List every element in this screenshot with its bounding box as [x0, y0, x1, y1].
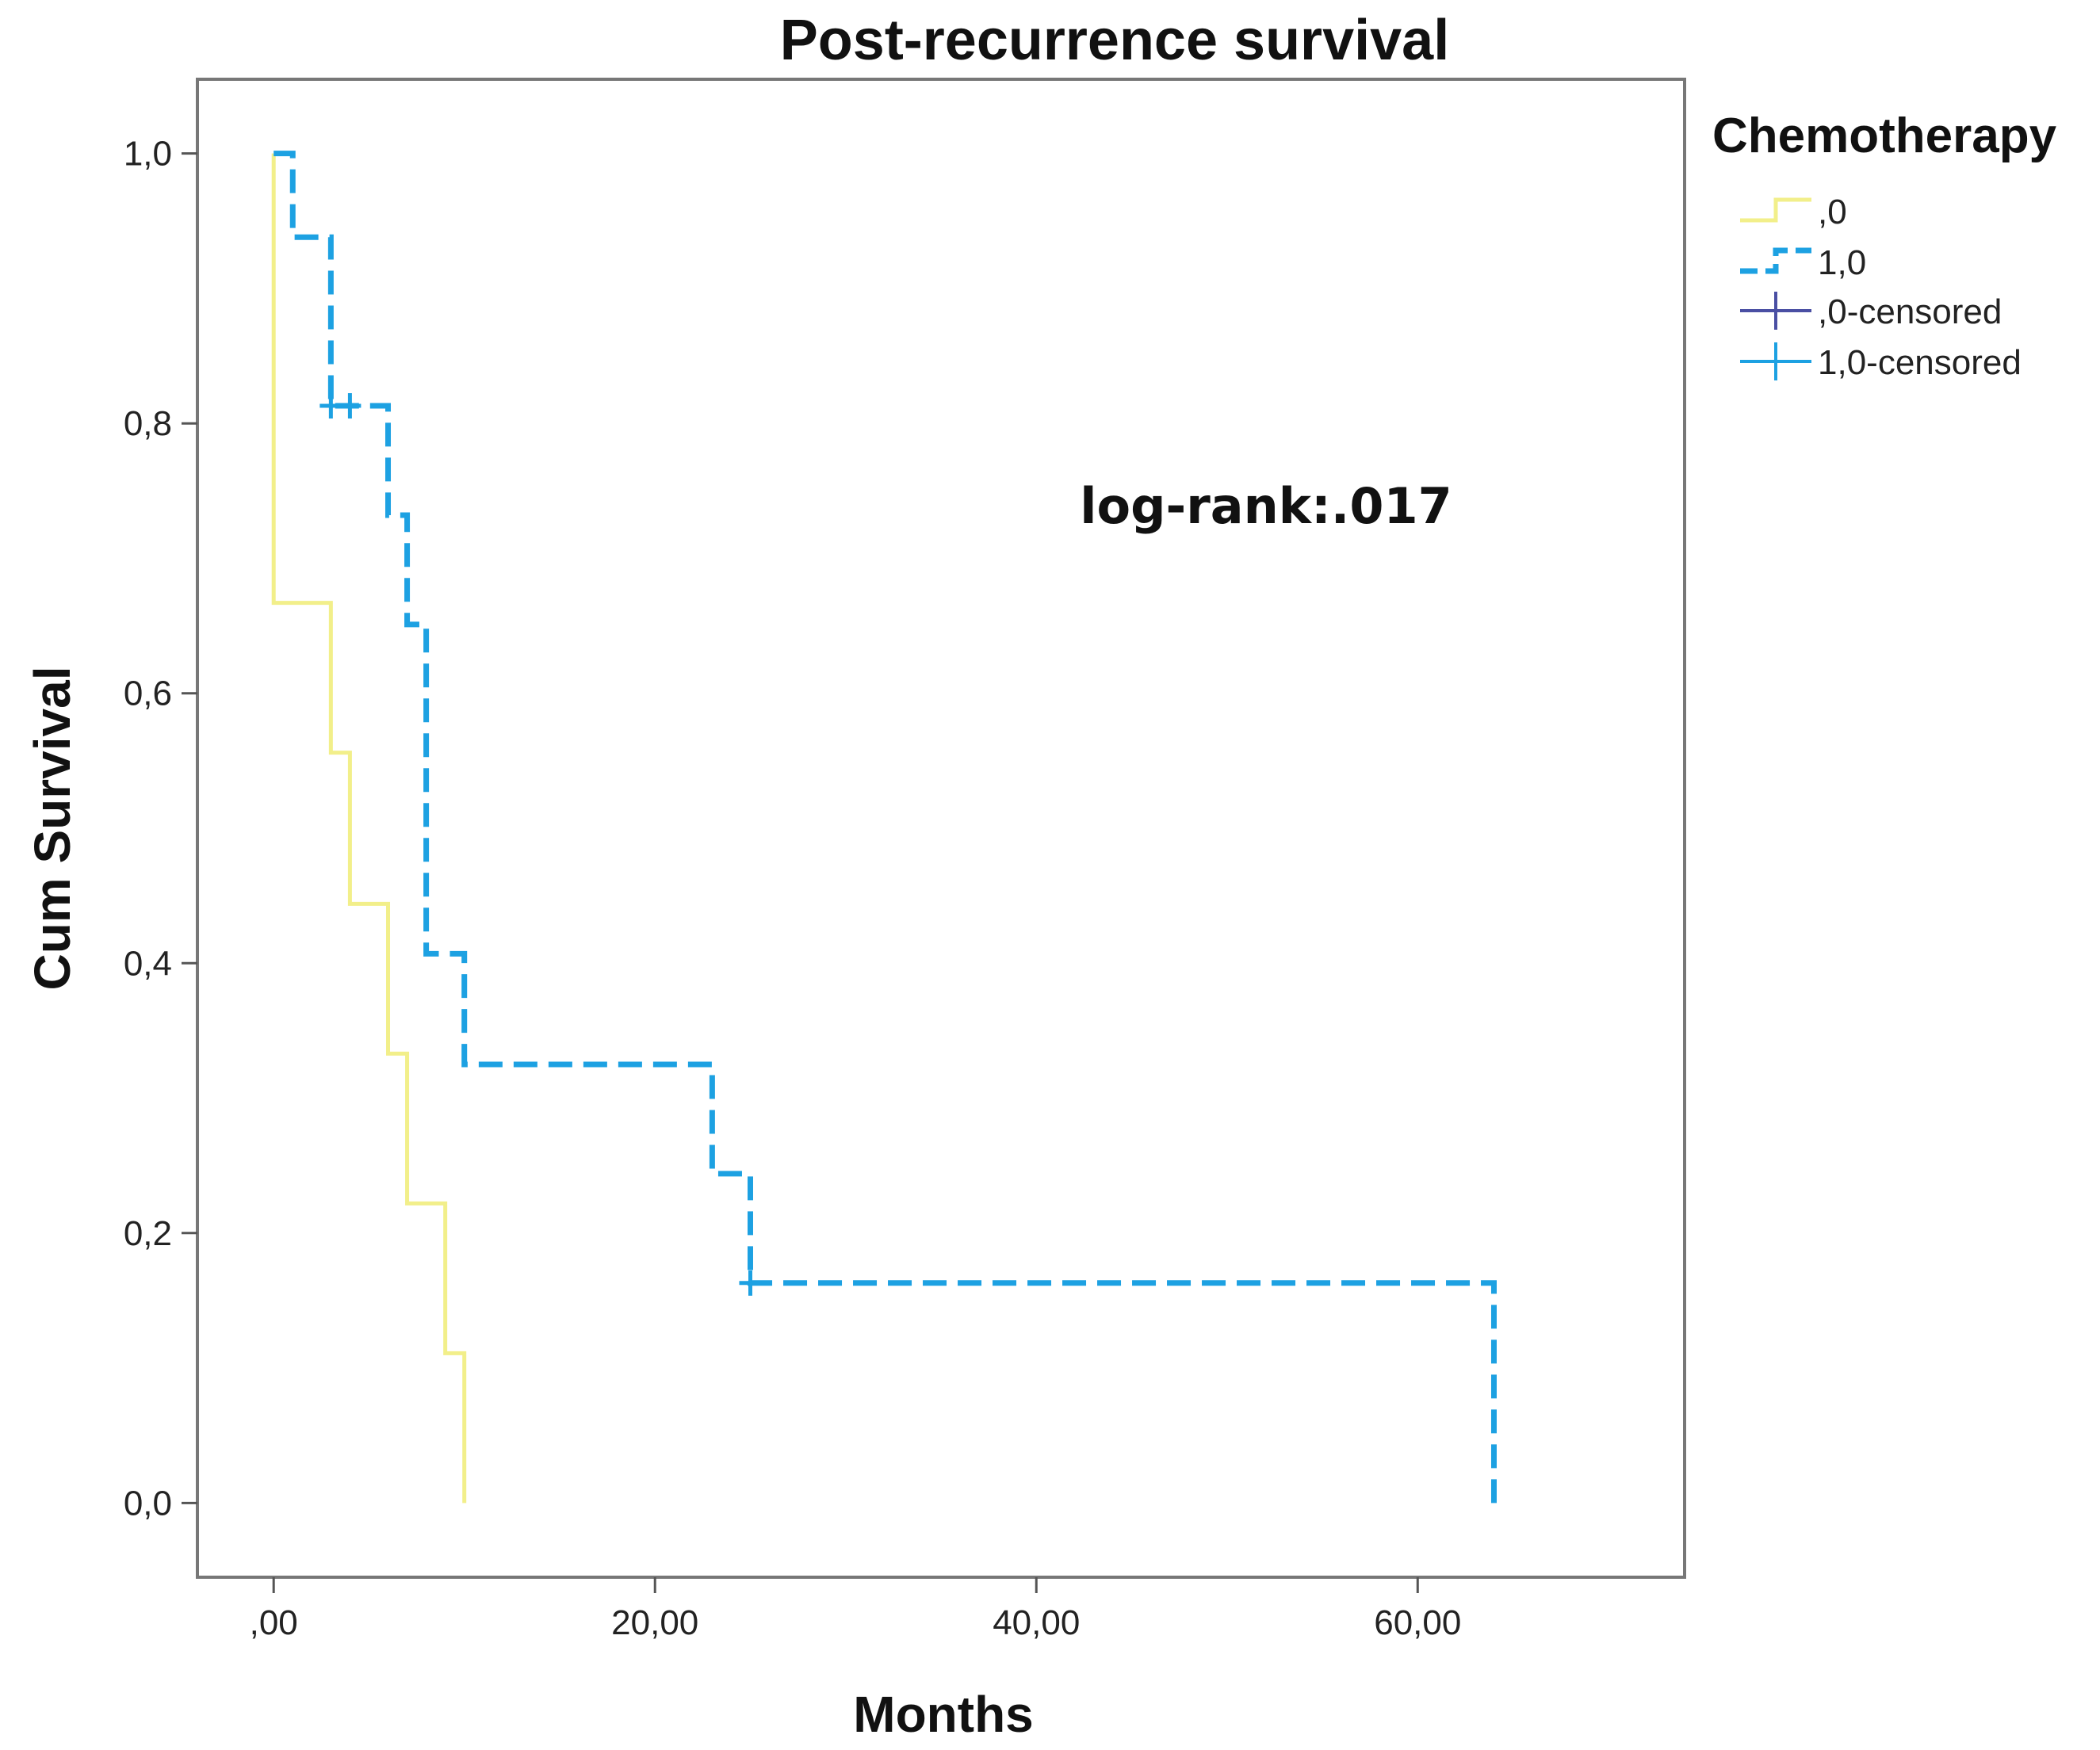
x-axis-label: Months	[853, 1686, 1034, 1743]
y-tick-label: 0,8	[124, 404, 172, 443]
km-curve-no-chemo	[271, 153, 467, 1504]
censor-mark	[319, 393, 342, 419]
x-axis: ,00 20,00 40,00 60,00	[250, 1577, 1461, 1642]
censor-marks-layer	[319, 393, 762, 1296]
legend: ,0 1,0 ,0-censored 1,0-censored	[1740, 193, 2022, 382]
chart-title: Post-recurrence survival	[780, 9, 1449, 72]
legend-entry-chemo-censored: 1,0-censored	[1740, 342, 2022, 382]
legend-label: ,0-censored	[1818, 292, 2002, 331]
legend-entry-no-chemo: ,0	[1740, 193, 1847, 231]
legend-label: 1,0-censored	[1818, 343, 2022, 382]
censor-mark	[739, 1270, 762, 1296]
legend-label: 1,0	[1818, 243, 1866, 282]
y-axis: 0,0 0,2 0,4 0,6 0,8 1,0	[124, 135, 197, 1523]
x-tick-label: 20,00	[611, 1603, 698, 1642]
plot-frame	[196, 78, 1686, 1579]
y-tick-label: 0,4	[124, 944, 172, 983]
x-tick-label: 40,00	[993, 1603, 1080, 1642]
legend-title: Chemotherapy	[1712, 109, 2057, 163]
x-tick-label: 60,00	[1374, 1603, 1461, 1642]
x-tick-label: ,00	[250, 1603, 298, 1642]
censor-mark	[339, 393, 361, 419]
y-tick-label: 0,0	[124, 1484, 172, 1523]
y-tick-label: 0,2	[124, 1214, 172, 1253]
km-curve-chemo	[273, 151, 1497, 1504]
y-tick-label: 0,6	[124, 674, 172, 713]
legend-entry-chemo: 1,0	[1740, 243, 1866, 282]
legend-label: ,0	[1818, 193, 1847, 231]
y-axis-label: Cum Survival	[24, 666, 81, 990]
legend-entry-no-chemo-censored: ,0-censored	[1740, 292, 2002, 331]
series-layer	[271, 151, 1497, 1504]
y-tick-label: 1,0	[124, 135, 172, 174]
log-rank-annotation: log-rank:.017	[1080, 477, 1452, 535]
